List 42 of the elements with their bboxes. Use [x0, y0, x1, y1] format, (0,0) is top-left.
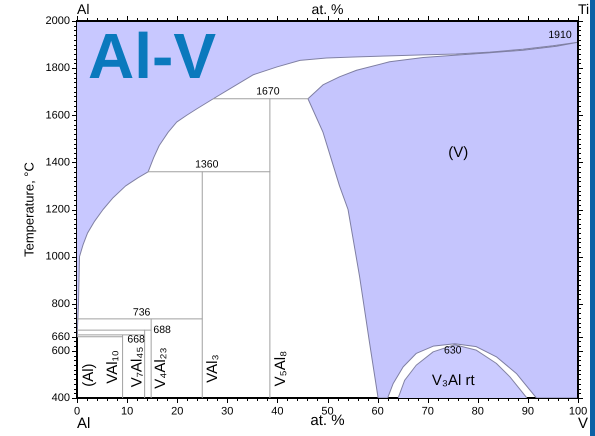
x-tick-label: 90: [522, 406, 534, 418]
y-tick-label: 800: [52, 298, 70, 310]
x-tick-label: 70: [422, 406, 434, 418]
annotation: 688: [153, 324, 172, 336]
annotation: 1670: [256, 86, 280, 98]
y-tick-label: 1000: [46, 250, 70, 263]
annotation: VAl₃: [204, 354, 221, 383]
x-tick-label: 30: [221, 406, 234, 418]
annotation: V₇Al₄₅: [128, 346, 146, 388]
annotation: 668: [127, 334, 146, 346]
text: Al: [77, 0, 90, 17]
text: Al: [77, 415, 90, 432]
chart-title: Al-V: [88, 20, 216, 92]
x-tick-label: 10: [120, 406, 134, 418]
x-tick-label: 100: [568, 406, 588, 418]
y-tick-label: 660: [52, 330, 70, 343]
annotation: 1910: [548, 29, 572, 42]
text: Ti: [578, 0, 590, 17]
y-tick-label: 1400: [46, 156, 70, 168]
x-tick-label: 80: [472, 406, 484, 418]
annotation: 630: [444, 344, 462, 357]
x-tick-label: 40: [271, 406, 284, 418]
annotation: V₃Al rt: [432, 372, 476, 389]
annotation: V₄Al₂₃: [152, 347, 169, 389]
annotation: 736: [132, 306, 151, 319]
y-tick-label: 600: [52, 344, 70, 357]
annotation: VAl₁₀: [104, 350, 122, 384]
x-tick-label: 60: [371, 406, 384, 418]
y-axis-title: Temperature, °C: [21, 162, 36, 257]
y-tick-label: 2000: [46, 15, 70, 28]
text: V: [578, 415, 588, 432]
y-tick-label: 1600: [46, 109, 70, 122]
annotation: (V): [448, 144, 468, 162]
y-tick-label: 1800: [46, 62, 70, 74]
y-tick-label: 1200: [46, 204, 70, 216]
y-tick-label: 400: [52, 392, 70, 404]
x-tick-label: 0: [74, 406, 80, 418]
annotation: (Al): [80, 363, 98, 387]
annotation: V₅Al₈: [272, 350, 290, 386]
x-tick-label: 20: [171, 406, 184, 418]
x2-axis-title: at. %: [312, 0, 344, 17]
annotation: 1360: [195, 158, 219, 171]
